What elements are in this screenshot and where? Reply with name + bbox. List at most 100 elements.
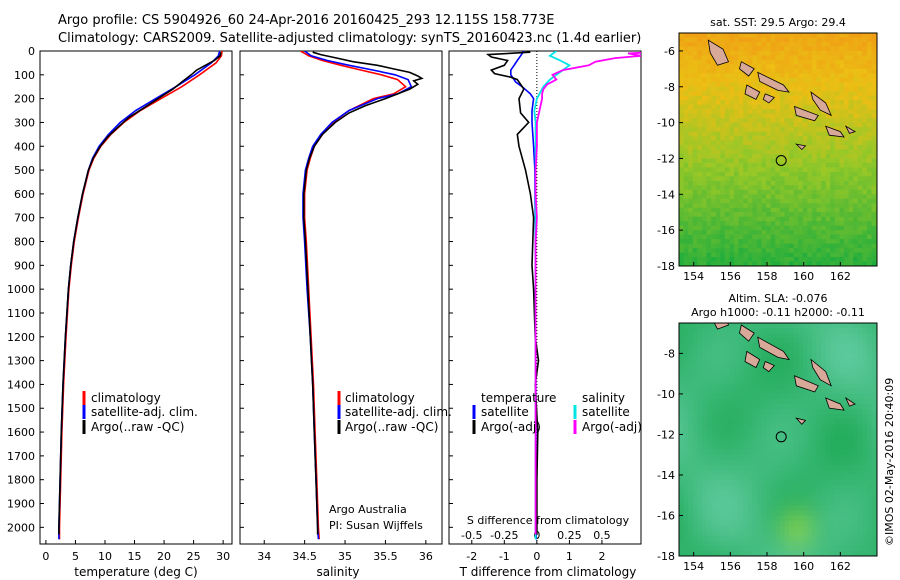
map-cell	[825, 248, 831, 254]
map-cell	[871, 91, 877, 97]
map-cell	[784, 500, 790, 506]
map-cell	[857, 42, 863, 48]
map-cell	[871, 243, 877, 249]
map-cell	[701, 42, 708, 48]
map-cell	[752, 73, 758, 79]
map-cell	[862, 520, 868, 527]
map-cell	[724, 373, 730, 380]
map-cell	[756, 248, 763, 254]
map-cell	[679, 363, 685, 370]
map-cell	[720, 131, 726, 137]
map-cell	[866, 490, 873, 496]
map-cell	[848, 136, 854, 142]
map-cell	[830, 37, 836, 43]
map-cell	[711, 404, 717, 410]
map-cell	[720, 212, 726, 218]
sst-map-title: sat. SST: 29.5 Argo: 29.4	[710, 16, 846, 29]
map-cell	[761, 475, 767, 481]
map-cell	[697, 68, 703, 74]
map-cell	[876, 556, 881, 562]
map-cell	[756, 439, 763, 446]
map-cell	[821, 424, 827, 430]
map-cell	[688, 248, 694, 254]
difference-lines	[485, 51, 641, 540]
map-cell	[692, 100, 698, 106]
map-cell	[830, 495, 836, 501]
map-cell	[711, 189, 717, 195]
map-cell	[811, 140, 818, 146]
map-cell	[729, 37, 735, 43]
map-cell	[816, 343, 822, 349]
map-cell	[866, 545, 873, 552]
map-cell	[756, 424, 763, 430]
map-cell	[775, 171, 781, 177]
map-cell	[857, 37, 863, 43]
map-cell	[821, 414, 827, 420]
map-cell	[811, 203, 818, 209]
map-cell	[761, 203, 767, 209]
map-cell	[729, 515, 735, 522]
map-cell	[789, 333, 795, 339]
map-cell	[853, 404, 859, 410]
map-cell	[701, 154, 708, 160]
map-cell	[752, 127, 758, 133]
map-cell	[715, 82, 721, 88]
map-cell	[789, 550, 795, 556]
map-cell	[871, 230, 877, 236]
map-lon-tick-label: 158	[757, 270, 778, 283]
map-cell	[775, 530, 781, 537]
map-cell	[747, 50, 753, 56]
map-cell	[848, 55, 854, 61]
map-cell	[834, 449, 840, 456]
map-cell	[688, 239, 694, 245]
map-cell	[848, 393, 854, 400]
map-cell	[688, 368, 694, 375]
map-cell	[761, 230, 767, 236]
map-cell	[738, 68, 744, 74]
map-cell	[724, 42, 730, 48]
map-cell	[770, 550, 776, 556]
map-cell	[789, 475, 795, 481]
map-cell	[711, 464, 717, 471]
map-cell	[830, 383, 836, 390]
map-cell	[779, 59, 785, 65]
map-cell	[756, 33, 763, 39]
map-cell	[688, 180, 694, 186]
map-cell	[830, 212, 836, 218]
map-cell	[857, 378, 863, 385]
map-cell	[711, 113, 717, 119]
map-cell	[853, 414, 859, 420]
map-cell	[802, 530, 808, 537]
map-cell	[830, 490, 836, 496]
map-cell	[706, 167, 712, 173]
map-cell	[738, 252, 744, 258]
map-cell	[747, 520, 753, 527]
map-cell	[784, 154, 790, 160]
map-cell	[798, 73, 804, 79]
map-cell	[798, 122, 804, 128]
map-cell	[747, 109, 753, 115]
map-cell	[848, 154, 854, 160]
map-cell	[756, 464, 763, 471]
map-cell	[747, 338, 753, 344]
map-cell	[802, 328, 808, 334]
map-cell	[816, 131, 822, 137]
map-cell	[701, 91, 708, 97]
map-cell	[692, 234, 698, 240]
map-cell	[761, 154, 767, 160]
map-cell	[807, 154, 813, 160]
map-cell	[784, 68, 790, 74]
map-cell	[683, 480, 689, 486]
map-cell	[706, 86, 712, 92]
map-cell	[683, 122, 689, 128]
map-cell	[853, 46, 859, 52]
map-cell	[811, 328, 818, 334]
map-cell	[871, 434, 877, 441]
map-cell	[825, 475, 831, 481]
map-cell	[766, 140, 772, 146]
map-cell	[789, 55, 795, 61]
map-cell	[775, 91, 781, 97]
map-cell	[839, 77, 845, 83]
map-cell	[834, 194, 840, 200]
temperature-xlabel: temperature (deg C)	[74, 565, 197, 579]
